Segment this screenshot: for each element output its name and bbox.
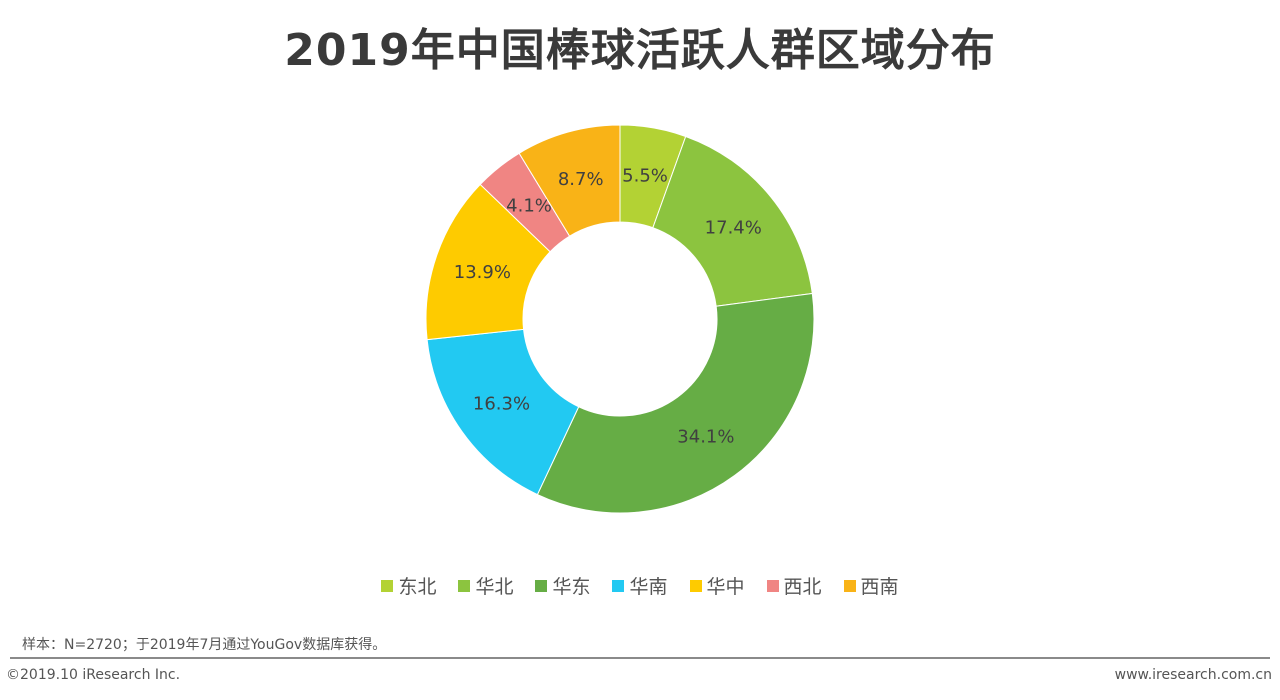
legend-label: 华南 <box>629 576 668 598</box>
legend: 东北 华北 华东 华南 华中 西北 西南 <box>0 572 1280 599</box>
slice-华北 <box>652 135 813 307</box>
slice-华东 <box>536 292 815 514</box>
data-label: 5.5% <box>622 166 668 187</box>
legend-label: 华北 <box>475 576 514 598</box>
data-label: 13.9% <box>454 262 511 283</box>
data-label: 8.7% <box>558 169 604 190</box>
chart-title: 2019年中国棒球活跃人群区域分布 <box>284 25 996 76</box>
legend-item: 华中 <box>689 572 745 599</box>
donut-chart: 5.5% 17.4% 34.1% 16.3% 13.9% 4.1% 8.7% <box>425 124 815 514</box>
legend-swatch <box>612 579 625 592</box>
legend-label: 华中 <box>706 576 745 598</box>
legend-item: 华北 <box>458 572 513 599</box>
legend-swatch <box>689 579 702 592</box>
slice-西南 <box>518 124 621 237</box>
data-label: 16.3% <box>473 393 530 414</box>
data-label: 17.4% <box>705 218 762 239</box>
legend-item: 西南 <box>843 572 899 599</box>
slice-华南 <box>426 328 580 496</box>
legend-swatch <box>766 579 779 592</box>
sample-note: 样本：N=2720；于2019年7月通过YouGov数据库获得。 <box>22 637 387 653</box>
legend-swatch <box>843 579 856 592</box>
legend-swatch <box>381 579 394 592</box>
data-label: 4.1% <box>506 195 552 216</box>
legend-item: 东北 <box>381 572 436 599</box>
copyright: ©2019.10 iResearch Inc. <box>6 667 181 683</box>
footer-divider <box>10 657 1270 659</box>
legend-item: 西北 <box>766 572 822 599</box>
legend-label: 西北 <box>783 576 822 598</box>
legend-swatch <box>535 579 548 592</box>
website-link[interactable]: www.iresearch.com.cn <box>1114 667 1272 683</box>
legend-item: 华南 <box>612 572 668 599</box>
legend-item: 华东 <box>535 572 590 599</box>
legend-swatch <box>458 579 471 592</box>
legend-label: 西南 <box>860 576 899 598</box>
legend-label: 华东 <box>552 576 591 598</box>
data-label: 34.1% <box>677 426 734 447</box>
legend-label: 东北 <box>398 576 437 598</box>
